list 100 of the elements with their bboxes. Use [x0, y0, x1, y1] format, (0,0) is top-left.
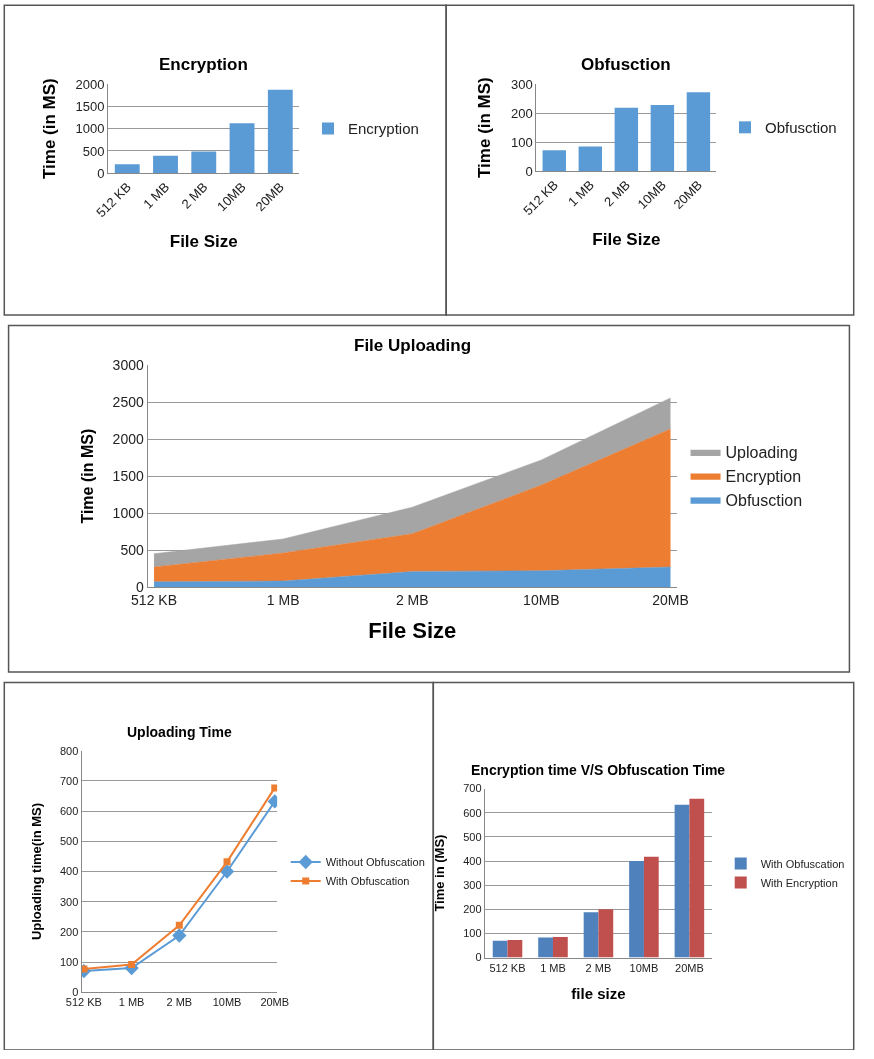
x-tick-label: 1 MB [140, 179, 173, 212]
x-tick-label: 2 MB [585, 961, 612, 974]
y-tick-label: 800 [59, 744, 79, 757]
y-tick-label: 400 [59, 865, 79, 878]
bar [538, 937, 553, 958]
x-axis-title: File Size [169, 231, 238, 251]
y-tick-label: 500 [120, 541, 144, 558]
x-tick-label: 10MB [212, 996, 242, 1009]
point [271, 784, 278, 792]
y-tick-label: 1500 [75, 98, 105, 114]
x-tick-label: 2 MB [600, 177, 634, 210]
bar [542, 150, 566, 172]
y-tick-label: 200 [510, 105, 533, 121]
y-tick-label: 500 [463, 830, 482, 843]
y-tick-label: 0 [97, 165, 105, 181]
y-tick-label: 2000 [75, 76, 105, 92]
legend-label: With Obfuscation [760, 857, 845, 870]
bar [114, 164, 140, 174]
y-tick-label: 700 [463, 782, 482, 795]
y-tick-label: 1000 [75, 121, 105, 137]
bar [267, 89, 293, 174]
y-tick-label: 500 [82, 143, 105, 159]
x-axis-title: File Size [592, 229, 661, 249]
bar [583, 912, 599, 958]
chart-title: File Uploading [354, 336, 472, 355]
legend-label: Encryption [725, 468, 802, 486]
chart-title: Encryption time V/S Obfuscation Time [471, 762, 726, 778]
legend-label: Uploading [725, 444, 798, 462]
point [128, 960, 136, 968]
chart-title: Encryption [159, 55, 248, 74]
y-tick-label: 200 [59, 925, 79, 938]
point [175, 921, 183, 929]
y-tick-label: 0 [475, 951, 482, 964]
y-tick-label: 2500 [112, 394, 144, 411]
x-axis-title: file size [571, 984, 626, 1002]
y-tick-label: 100 [59, 955, 79, 968]
x-tick-label: 1 MB [266, 591, 300, 608]
bar [552, 937, 568, 958]
legend-label: With Encryption [760, 876, 838, 889]
bar [614, 107, 639, 172]
bar [629, 861, 644, 958]
x-tick-label: 1 MB [540, 961, 566, 974]
x-tick-label: 512 KB [520, 177, 561, 219]
x-tick-label: 1 MB [564, 177, 598, 210]
point [219, 864, 235, 879]
chart-title: Uploading Time [127, 724, 232, 740]
y-tick-label: 600 [463, 806, 482, 819]
bar [578, 146, 603, 172]
x-tick-label: 512 KB [489, 961, 526, 974]
x-tick-label: 2 MB [178, 179, 211, 212]
bar [492, 940, 508, 958]
y-axis-title: Time (in MS) [475, 77, 495, 178]
y-tick-label: 300 [463, 879, 482, 891]
y-tick-label: 700 [59, 774, 79, 787]
y-axis-title: Time (in MS) [78, 428, 96, 524]
x-tick-label: 10MB [523, 591, 560, 608]
y-tick-label: 300 [510, 76, 533, 92]
y-tick-label: 3000 [112, 357, 144, 374]
y-tick-label: 100 [463, 927, 482, 940]
x-tick-label: 20MB [675, 961, 704, 974]
x-tick-label: 20MB [260, 996, 290, 1009]
y-tick-label: 1000 [112, 505, 144, 521]
x-axis-title: File Size [368, 617, 457, 643]
y-tick-label: 200 [463, 903, 482, 916]
y-tick-label: 300 [59, 895, 79, 908]
y-tick-label: 1500 [112, 468, 144, 485]
legend-label: Obfusction [765, 119, 837, 137]
legend-label: Encryption [348, 120, 419, 138]
y-tick-label: 100 [510, 134, 533, 150]
bar [650, 104, 675, 172]
chart-title: Obfusction [581, 55, 671, 74]
bar [191, 151, 217, 174]
y-tick-label: 2000 [112, 431, 144, 448]
y-tick-label: 400 [463, 854, 482, 867]
y-tick-label: 0 [525, 163, 533, 179]
bar [598, 909, 614, 958]
y-axis-title: Time in (MS) [432, 834, 448, 912]
y-tick-label: 0 [72, 986, 79, 999]
x-tick-label: 2 MB [166, 996, 193, 1009]
y-tick-label: 600 [59, 804, 79, 817]
legend-label: Obfusction [725, 491, 803, 509]
x-tick-label: 10MB [629, 961, 659, 974]
bar [674, 804, 690, 958]
point [172, 928, 187, 943]
x-tick-label: 512 KB [93, 179, 134, 221]
x-tick-label: 1 MB [118, 996, 145, 1009]
x-tick-label: 20MB [652, 591, 689, 608]
bar [229, 123, 255, 174]
y-tick-label: 500 [59, 835, 79, 848]
bar [689, 798, 705, 958]
x-tick-label: 512 KB [65, 996, 102, 1009]
bar [686, 92, 711, 172]
legend-label: Without Obfuscation [325, 856, 425, 869]
bar [153, 155, 178, 174]
bar [643, 856, 659, 958]
y-axis-title: Time (in MS) [40, 78, 60, 179]
x-tick-label: 2 MB [395, 591, 429, 608]
point [223, 858, 231, 866]
y-axis-title: Uploading time(in MS) [28, 802, 44, 941]
legend-label: With Obfuscation [325, 875, 410, 888]
